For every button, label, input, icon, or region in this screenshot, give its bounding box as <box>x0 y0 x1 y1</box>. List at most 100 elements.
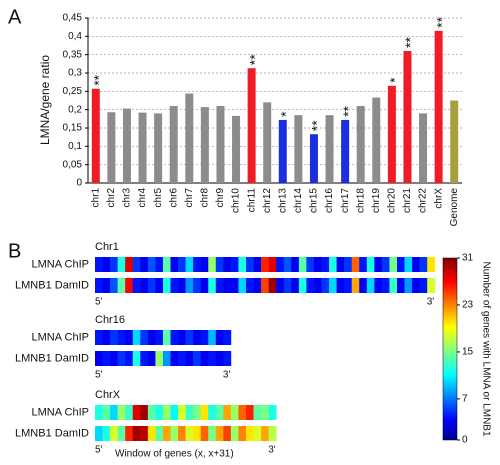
bar <box>169 106 178 183</box>
heat-cell <box>389 278 398 293</box>
heat-cell <box>404 278 413 293</box>
x-tick-label: chr14 <box>293 188 304 213</box>
heat-cell <box>185 257 194 272</box>
x-tick-label: chr22 <box>418 188 429 213</box>
heat-cell <box>366 278 375 293</box>
heat-cell <box>147 257 156 272</box>
heat-cell <box>389 257 398 272</box>
heat-cell <box>117 426 126 441</box>
heat-cell <box>208 330 217 345</box>
heat-cell <box>178 278 186 293</box>
heat-cell <box>140 405 149 420</box>
heat-cell <box>132 330 141 345</box>
heat-cell <box>140 257 149 272</box>
heat-cell <box>329 257 337 272</box>
significance: ** <box>90 74 106 85</box>
x-tick-label: chr16 <box>324 188 335 213</box>
heat-cell <box>147 426 156 441</box>
heat-cell <box>155 426 164 441</box>
heat-cell <box>117 278 126 293</box>
colorbar-tick-label: 23 <box>462 300 474 311</box>
heat-cell <box>359 278 368 293</box>
heat-cell <box>170 426 179 441</box>
end-label: 3' <box>427 297 435 308</box>
heat-cell <box>170 330 179 345</box>
heat-cell <box>208 278 217 293</box>
row-label: LMNB1 DamID <box>15 427 89 439</box>
heat-cell <box>223 351 232 366</box>
heat-cell <box>125 330 134 345</box>
colorbar-tick-label: 0 <box>462 435 468 446</box>
row-label: LMNA ChIP <box>32 406 89 418</box>
row-label: LMNB1 DamID <box>15 352 89 364</box>
bar <box>387 85 396 183</box>
heat-cell <box>178 426 186 441</box>
heat-cell <box>208 257 217 272</box>
x-tick-label: chr7 <box>184 188 195 208</box>
end-label: 3' <box>223 370 231 381</box>
heat-cell <box>230 426 239 441</box>
heat-cell <box>117 330 126 345</box>
heat-cell <box>193 257 201 272</box>
heat-cell <box>155 330 164 345</box>
heat-cell <box>306 278 315 293</box>
heat-cell <box>193 405 201 420</box>
heat-cell <box>140 426 149 441</box>
bar <box>122 108 131 183</box>
heat-cell <box>117 257 126 272</box>
heat-cell <box>351 257 360 272</box>
heat-cell <box>427 257 436 272</box>
y-tick-label: 0,1 <box>68 141 82 152</box>
x-tick-label: chr2 <box>106 188 117 208</box>
heat-cell <box>200 426 209 441</box>
heat-cell <box>185 405 194 420</box>
heat-cell <box>261 426 269 441</box>
heat-cell <box>200 257 209 272</box>
heat-cell <box>276 278 285 293</box>
bar <box>419 113 428 183</box>
heat-cell <box>215 405 224 420</box>
heat-cell <box>397 278 405 293</box>
heat-cell <box>238 278 247 293</box>
bar <box>107 112 116 183</box>
y-tick-label: 0,45 <box>63 13 83 24</box>
heat-cell <box>404 257 413 272</box>
x-tick-label: chr12 <box>262 188 273 213</box>
heat-cell <box>261 278 269 293</box>
heat-cell <box>268 257 277 272</box>
heat-cell <box>336 278 345 293</box>
heat-cell <box>291 278 300 293</box>
colorbar-label: Number of genes with LMNA or LMNB1 <box>480 261 491 437</box>
heat-cell <box>110 257 118 272</box>
bar <box>247 68 256 183</box>
heat-cell <box>215 426 224 441</box>
heat-cell <box>253 257 262 272</box>
heat-cell <box>155 278 164 293</box>
heat-cell <box>162 426 171 441</box>
x-tick-label: chr18 <box>355 188 366 213</box>
x-tick-label: chr19 <box>371 188 382 213</box>
bar <box>278 119 287 183</box>
heat-cell <box>283 257 292 272</box>
y-tick-label: 0,3 <box>68 68 82 79</box>
heat-cell <box>344 257 352 272</box>
x-tick-label: chr20 <box>387 188 398 213</box>
heat-cell <box>321 278 330 293</box>
significance: ** <box>402 37 418 48</box>
significance: ** <box>433 16 449 27</box>
y-tick-label: 0,25 <box>63 86 83 97</box>
heat-cell <box>344 278 352 293</box>
heat-cell <box>147 330 156 345</box>
row-label: LMNA ChIP <box>32 331 89 343</box>
heat-cell <box>223 330 232 345</box>
heat-cell <box>170 405 179 420</box>
bar <box>294 115 303 183</box>
bar <box>309 134 318 183</box>
heat-cell <box>110 278 118 293</box>
heat-cell <box>95 426 103 441</box>
x-tick-label: chr11 <box>246 188 257 213</box>
heat-cell <box>253 278 262 293</box>
heat-cell <box>155 257 164 272</box>
x-tick-label: chr3 <box>122 188 133 208</box>
